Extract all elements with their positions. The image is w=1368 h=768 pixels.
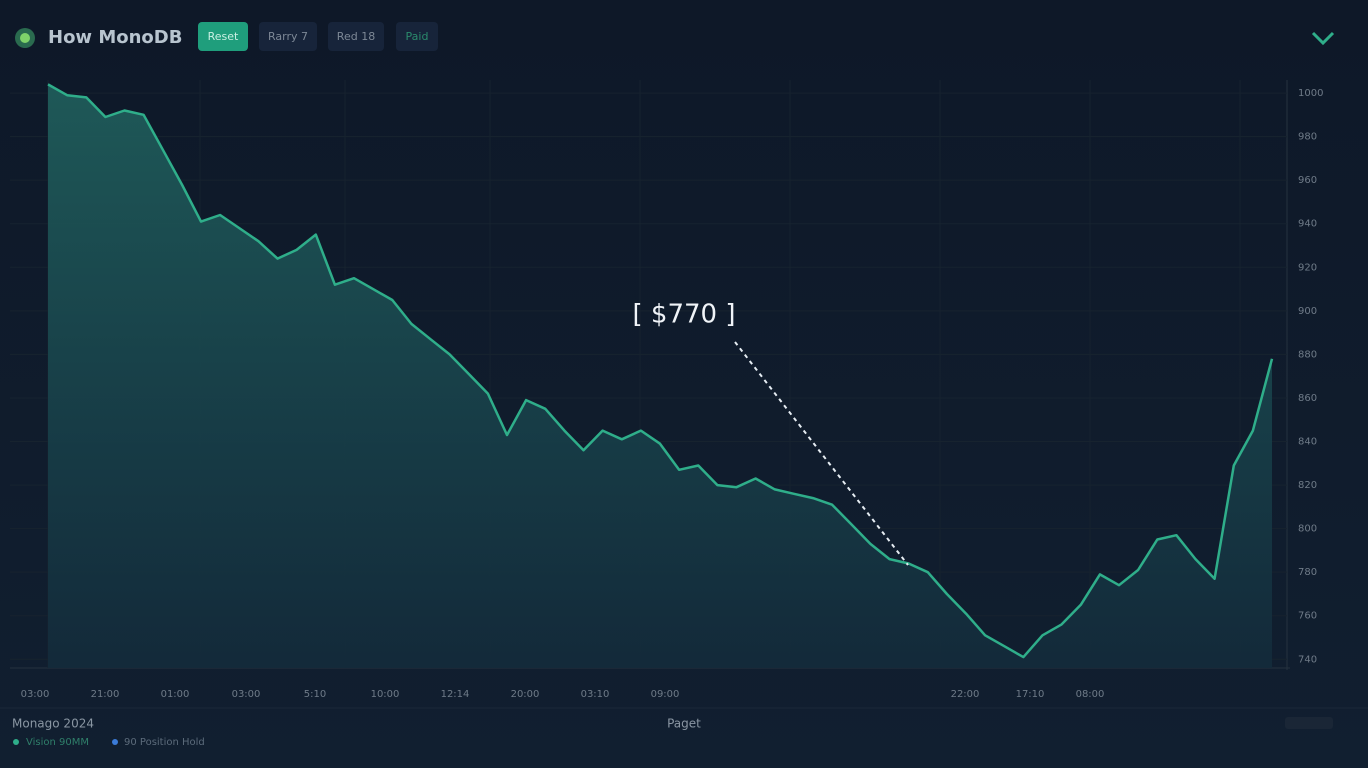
annotation: [ $770 ]: [633, 300, 736, 330]
y-tick-label: 820: [1298, 480, 1317, 491]
y-tick-label: 800: [1298, 524, 1317, 535]
axis-labels: 1000 980 960 940 920 900 880 860 840 820 800 780 760…: [21, 88, 1324, 700]
button-bar: Reset Rarry 7 Red 18 Paid: [198, 22, 438, 51]
y-tick-label: 980: [1298, 132, 1317, 143]
price-line: [47, 83, 1274, 659]
button-label[interactable]: Reset: [208, 30, 239, 43]
y-tick-label: 960: [1298, 175, 1317, 186]
x-tick-label: 03:00: [232, 689, 261, 700]
y-tick-label: 900: [1298, 306, 1317, 317]
x-tick-label: 09:00: [651, 689, 680, 700]
legend-item: Vision 90MM: [26, 737, 89, 748]
button-label[interactable]: Paid: [406, 30, 429, 43]
footer-title: Monago 2024: [12, 717, 94, 731]
y-tick-label: 840: [1298, 437, 1317, 448]
x-tick-label: 10:00: [371, 689, 400, 700]
chevron[interactable]: [1311, 31, 1335, 46]
footer-center: Paget: [667, 717, 701, 731]
y-tick-label: 780: [1298, 567, 1317, 578]
x-tick-label: 12:14: [441, 689, 470, 700]
button[interactable]: [198, 22, 248, 51]
x-tick-label: 20:00: [511, 689, 540, 700]
plot: [47, 83, 1274, 668]
y-tick-label: 760: [1298, 611, 1317, 622]
y-tick-label: 1000: [1298, 88, 1323, 99]
x-tick-label: 22:00: [951, 689, 980, 700]
y-tick-label: 740: [1298, 654, 1317, 665]
button-label[interactable]: Rarry 7: [268, 30, 308, 43]
area-fill: [48, 84, 1272, 668]
legend-dot: [112, 739, 118, 745]
logo-text: How MonoDB: [48, 27, 182, 48]
y-tick-label: 940: [1298, 219, 1317, 230]
y-tick-label: 920: [1298, 262, 1317, 273]
footer-pill: [1285, 717, 1333, 729]
legend-item: 90 Position Hold: [124, 737, 205, 748]
legend-dot: [13, 739, 19, 745]
button[interactable]: [259, 22, 317, 51]
logo-icon-core: [20, 33, 30, 43]
annotation-leader: [734, 341, 909, 566]
x-tick-label: 5:10: [304, 689, 326, 700]
button[interactable]: [396, 22, 438, 51]
x-tick-label: 01:00: [161, 689, 190, 700]
x-tick-label: 08:00: [1076, 689, 1105, 700]
x-tick-label: 21:00: [91, 689, 120, 700]
x-tick-label: 03:10: [581, 689, 610, 700]
button[interactable]: [328, 22, 384, 51]
button-label[interactable]: Red 18: [337, 30, 375, 43]
x-tick-label: 03:00: [21, 689, 50, 700]
y-tick-label: 860: [1298, 393, 1317, 404]
y-tick-label: 880: [1298, 349, 1317, 360]
x-tick-label: 17:10: [1016, 689, 1045, 700]
